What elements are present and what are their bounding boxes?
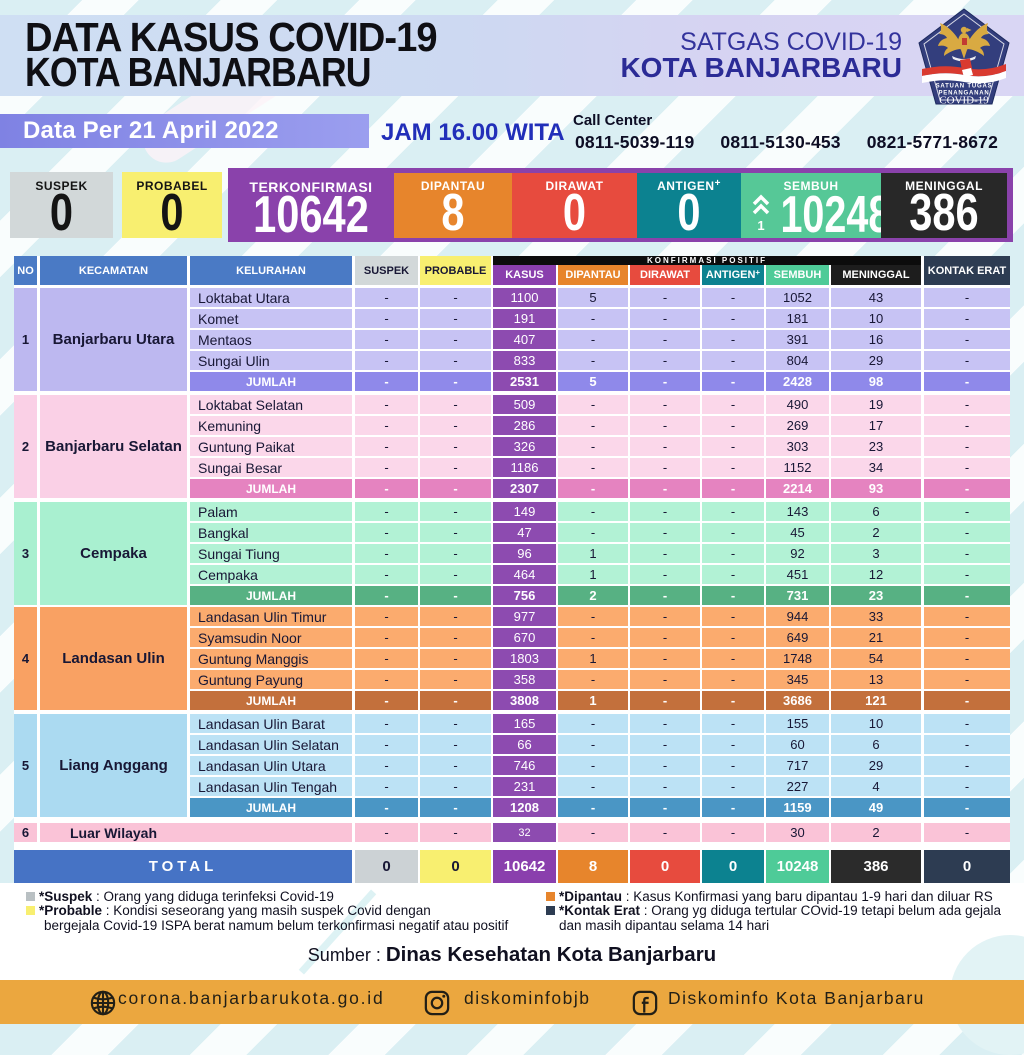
svg-text:SATUAN TUGAS: SATUAN TUGAS xyxy=(936,84,993,90)
svg-text:PENANGANAN: PENANGANAN xyxy=(938,91,989,97)
svg-text:COVID-19: COVID-19 xyxy=(939,95,989,106)
svg-text:1: 1 xyxy=(757,218,764,233)
